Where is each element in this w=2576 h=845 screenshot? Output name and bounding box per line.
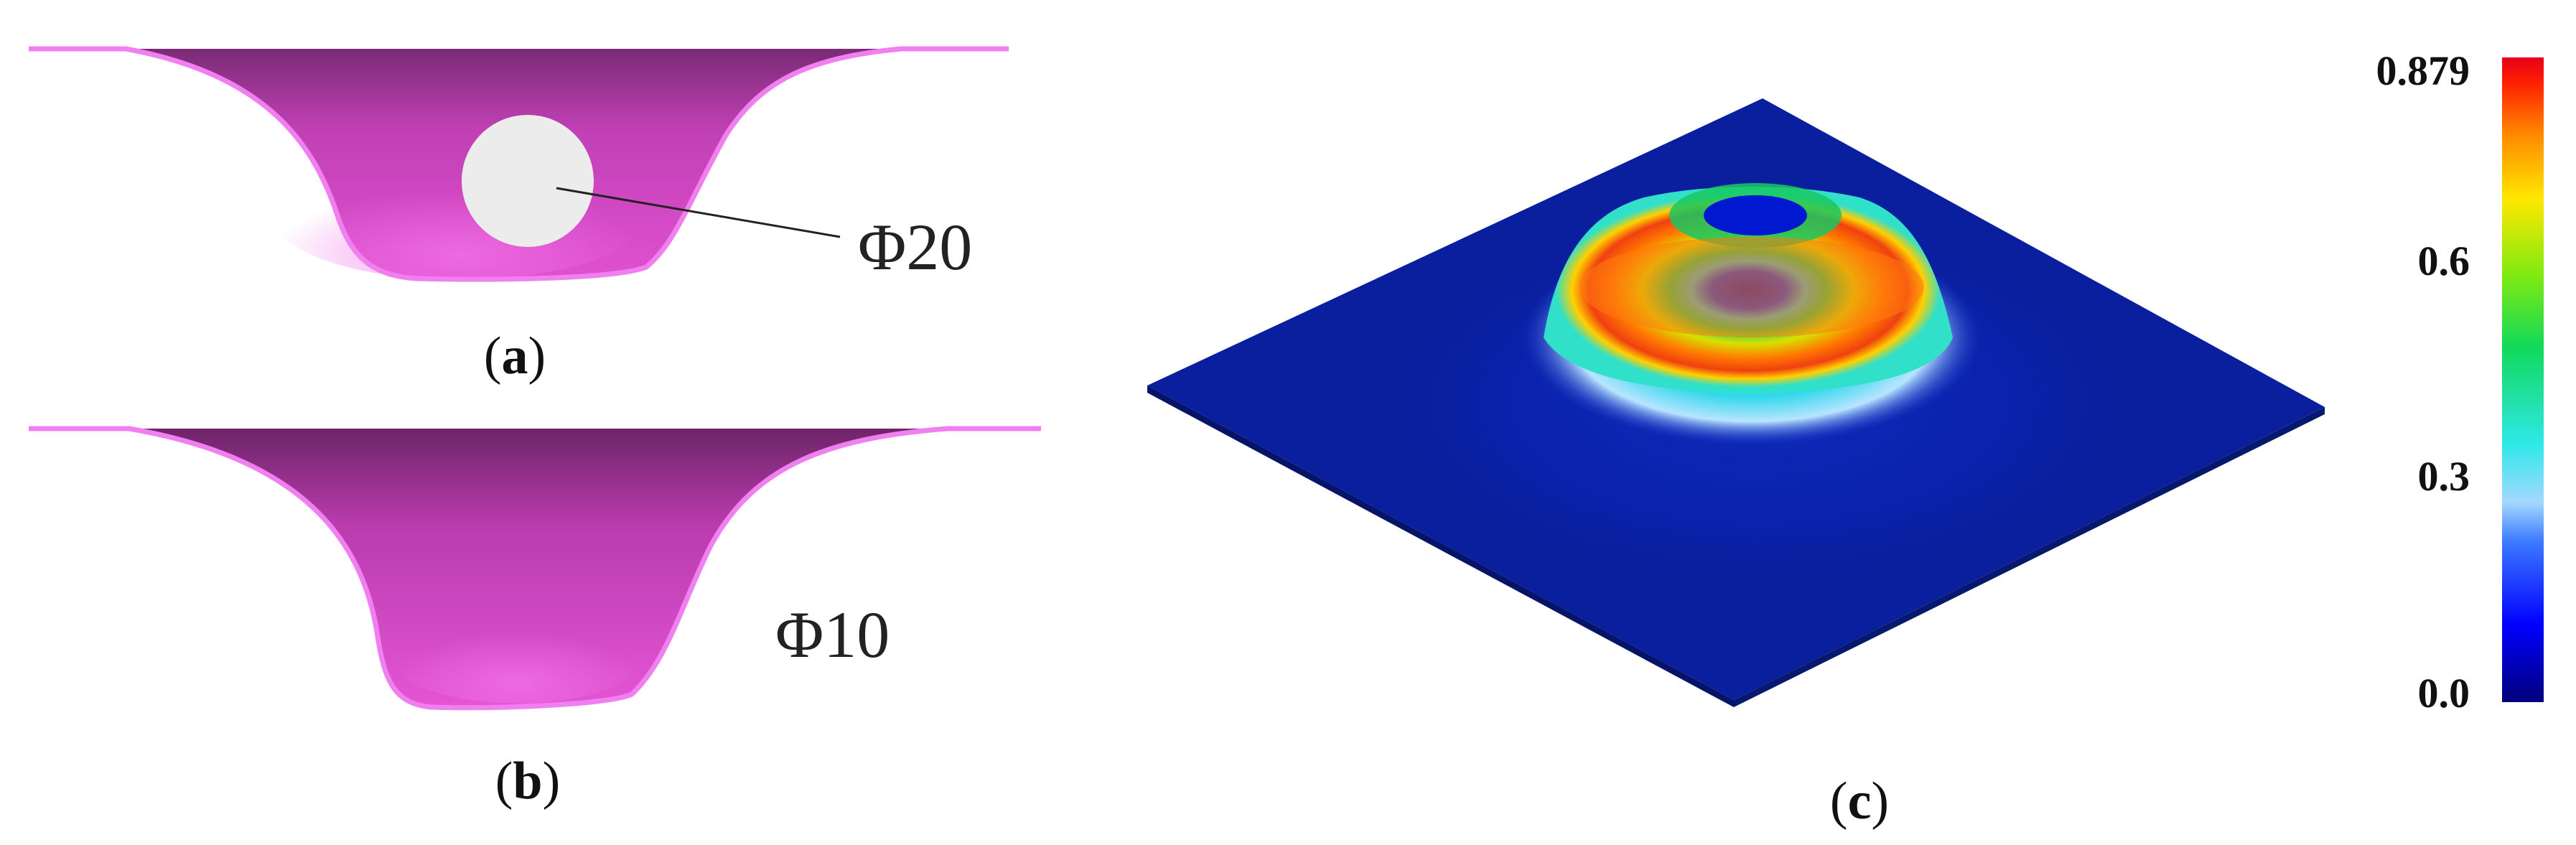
panel-c: (c) (1147, 98, 2325, 831)
panel-label-c: (c) (1830, 772, 1889, 831)
plate-edge (1147, 386, 1734, 707)
hole-phi20 (462, 115, 594, 247)
cup-b-rim (29, 426, 1041, 711)
dome-top-center (1704, 195, 1807, 235)
colorbar: 0.879 0.6 0.3 0.0 (2376, 47, 2544, 716)
colorbar-gradient (2502, 57, 2544, 702)
panel-a: Φ20 (a) (29, 46, 1009, 386)
colorbar-tick-0-3: 0.3 (2418, 453, 2470, 500)
panel-label-b: (b) (495, 752, 560, 811)
cup-b-shine (388, 603, 646, 704)
colorbar-tick-0-6: 0.6 (2418, 238, 2470, 284)
plate-edge-right (1734, 407, 2325, 707)
cup-a-rim (29, 46, 1009, 282)
annotation-phi20: Φ20 (858, 210, 972, 284)
dome-band (1579, 237, 1924, 337)
panel-label-a: (a) (484, 327, 546, 386)
panel-b: Φ10 (b) (29, 426, 1041, 811)
colorbar-tick-max: 0.879 (2376, 47, 2470, 94)
colorbar-tick-0-0: 0.0 (2418, 670, 2470, 716)
leader-line-a (556, 187, 841, 238)
annotation-phi10: Φ10 (775, 598, 890, 671)
